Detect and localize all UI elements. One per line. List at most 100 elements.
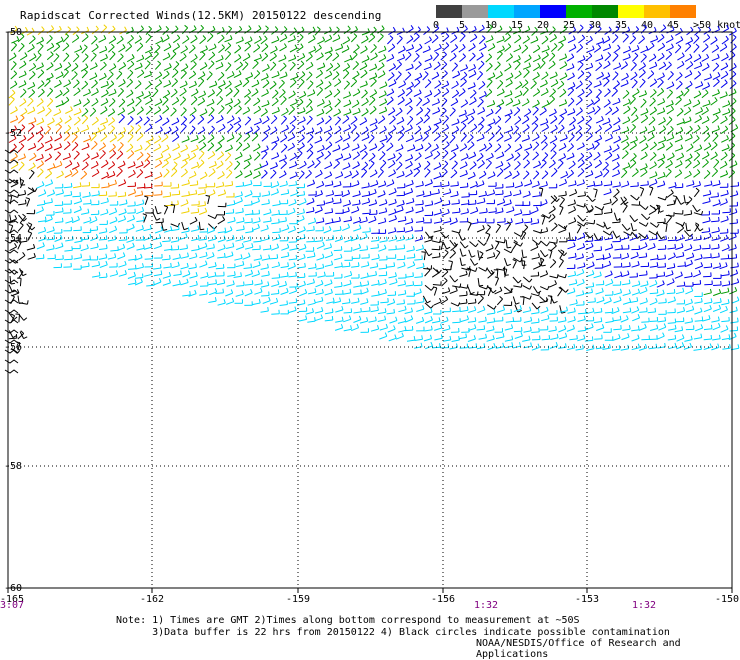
wind-barb bbox=[386, 133, 393, 143]
wind-barb bbox=[19, 300, 29, 305]
wind-barb bbox=[370, 325, 380, 332]
wind-barb bbox=[360, 69, 368, 79]
wind-barb bbox=[432, 51, 440, 62]
wind-barb bbox=[478, 266, 488, 272]
wind-barb bbox=[504, 335, 514, 342]
wind-barb bbox=[407, 261, 416, 269]
wind-barb bbox=[208, 60, 215, 70]
wind-barb bbox=[648, 186, 654, 196]
legend-swatch bbox=[670, 5, 696, 18]
wind-barb bbox=[377, 25, 385, 34]
lat-label: -56 bbox=[4, 342, 22, 353]
wind-barb bbox=[217, 189, 227, 197]
wind-barb bbox=[585, 124, 592, 134]
wind-barb bbox=[154, 206, 162, 215]
wind-barb bbox=[35, 62, 44, 70]
wind-barb bbox=[369, 169, 378, 178]
wind-barb bbox=[487, 343, 496, 351]
wind-barb bbox=[63, 141, 71, 151]
wind-barb bbox=[650, 35, 659, 43]
wind-barb bbox=[414, 335, 423, 341]
wind-barb bbox=[467, 317, 477, 323]
wind-barb bbox=[64, 61, 72, 71]
wind-barb bbox=[333, 246, 343, 252]
wind-barb bbox=[485, 224, 491, 234]
wind-barb bbox=[577, 115, 585, 125]
wind-barb bbox=[675, 72, 683, 81]
wind-barb bbox=[108, 35, 117, 44]
wind-barb bbox=[180, 168, 188, 178]
wind-barb bbox=[515, 201, 524, 206]
wind-barb bbox=[586, 195, 596, 202]
wind-barb bbox=[404, 124, 413, 133]
wind-barb bbox=[414, 272, 423, 278]
wind-barb bbox=[531, 308, 540, 315]
wind-barb bbox=[532, 133, 540, 142]
wind-barb bbox=[352, 190, 361, 198]
wind-barb bbox=[280, 143, 288, 153]
wind-barb bbox=[416, 297, 425, 304]
wind-barb bbox=[190, 144, 199, 153]
wind-barb bbox=[361, 35, 369, 44]
wind-barb bbox=[530, 80, 537, 90]
wind-barb bbox=[298, 315, 308, 322]
wind-barb bbox=[91, 35, 98, 45]
wind-barb bbox=[360, 280, 370, 287]
wind-barb bbox=[711, 209, 720, 215]
wind-barb bbox=[289, 161, 298, 169]
wind-barb bbox=[100, 53, 108, 62]
wind-barb bbox=[434, 197, 443, 205]
wind-barb bbox=[126, 235, 135, 243]
wind-barb bbox=[541, 35, 549, 45]
wind-barb bbox=[548, 239, 558, 244]
wind-barb bbox=[307, 26, 316, 35]
wind-barb bbox=[261, 254, 271, 261]
wind-barb bbox=[612, 281, 622, 286]
wind-barb bbox=[550, 333, 559, 340]
wind-barb bbox=[539, 270, 549, 278]
wind-barb bbox=[469, 258, 479, 266]
wind-barb bbox=[289, 124, 296, 134]
wind-barb bbox=[613, 135, 622, 144]
wind-barb bbox=[199, 242, 208, 250]
wind-barb bbox=[323, 100, 332, 108]
wind-barb bbox=[602, 253, 612, 260]
wind-barb bbox=[116, 70, 123, 80]
wind-barb bbox=[361, 168, 368, 178]
wind-barb bbox=[577, 315, 586, 322]
wind-barb bbox=[432, 286, 438, 296]
wind-barb bbox=[638, 90, 647, 98]
wind-barb bbox=[441, 124, 450, 133]
wind-barb bbox=[163, 205, 169, 215]
wind-barb bbox=[125, 42, 133, 52]
wind-barb bbox=[629, 152, 637, 162]
wind-barb bbox=[252, 261, 261, 269]
wind-barb bbox=[539, 79, 548, 88]
wind-barb bbox=[460, 315, 469, 323]
wind-barb bbox=[296, 183, 305, 189]
wind-barb bbox=[109, 207, 118, 216]
wind-barb bbox=[279, 180, 288, 188]
wind-barb bbox=[27, 97, 34, 107]
wind-barb bbox=[496, 99, 505, 108]
wind-barb bbox=[522, 151, 530, 161]
wind-barb bbox=[279, 71, 288, 79]
wind-barb bbox=[180, 45, 189, 54]
wind-barb bbox=[260, 160, 269, 169]
wind-barb bbox=[217, 71, 225, 81]
wind-barb bbox=[593, 140, 600, 150]
wind-barb bbox=[405, 272, 414, 278]
wind-barb bbox=[134, 253, 143, 261]
wind-barb bbox=[62, 33, 70, 43]
wind-barb bbox=[406, 245, 415, 252]
wind-barb bbox=[414, 134, 423, 142]
wind-barb bbox=[711, 244, 720, 250]
wind-barb bbox=[712, 262, 722, 269]
wind-barb bbox=[433, 43, 442, 52]
wind-barb bbox=[405, 234, 414, 241]
wind-barb bbox=[136, 132, 144, 142]
wind-barb bbox=[207, 223, 218, 230]
wind-barb bbox=[296, 150, 303, 160]
wind-barb bbox=[324, 279, 333, 287]
wind-barb bbox=[602, 230, 613, 236]
